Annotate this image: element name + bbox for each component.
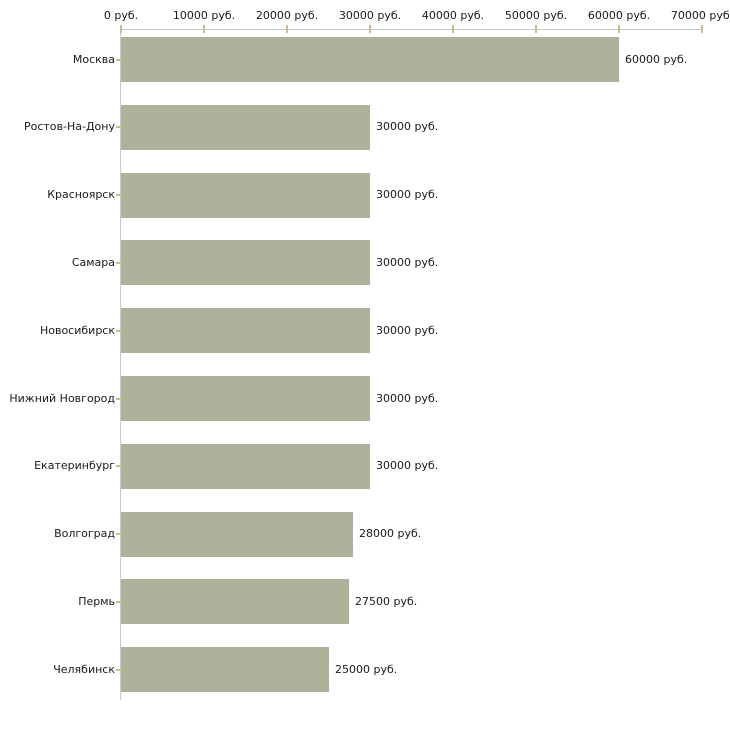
bar — [121, 647, 329, 693]
x-tick-label: 10000 руб. — [172, 9, 236, 22]
y-axis-line — [120, 29, 121, 700]
bar — [121, 579, 349, 625]
value-label: 25000 руб. — [335, 662, 398, 676]
bar — [121, 511, 353, 557]
value-label: 30000 руб. — [376, 459, 439, 473]
bar — [121, 376, 370, 421]
x-tick-label: 20000 руб. — [255, 9, 319, 22]
bar — [121, 308, 370, 354]
category-label: Нижний Новгород — [9, 391, 115, 405]
x-tick-mark — [452, 25, 454, 33]
y-tick-mark — [116, 194, 121, 197]
x-tick-mark — [369, 25, 371, 33]
value-label: 30000 руб. — [376, 391, 439, 405]
y-tick-mark — [116, 668, 121, 671]
x-tick-mark — [120, 25, 122, 33]
value-label: 30000 руб. — [376, 323, 439, 337]
value-label: 30000 руб. — [376, 255, 439, 269]
x-tick-mark — [203, 25, 205, 33]
bar — [121, 104, 370, 150]
y-tick-mark — [116, 58, 121, 61]
x-axis-line — [120, 29, 703, 30]
value-label: 30000 руб. — [376, 188, 439, 202]
x-tick-label: 60000 руб. — [587, 9, 651, 22]
x-tick-mark — [618, 25, 620, 33]
category-label: Новосибирск — [39, 323, 115, 337]
value-label: 30000 руб. — [376, 120, 439, 134]
bar — [121, 443, 370, 489]
y-tick-mark — [116, 261, 121, 264]
category-label: Москва — [72, 52, 115, 66]
y-tick-mark — [116, 397, 121, 400]
value-label: 27500 руб. — [355, 594, 418, 608]
x-tick-label: 30000 руб. — [338, 9, 402, 22]
y-tick-mark — [116, 329, 121, 332]
x-tick-mark — [701, 25, 703, 33]
x-tick-mark — [535, 25, 537, 33]
bar — [121, 240, 370, 286]
bar — [121, 172, 370, 218]
y-tick-mark — [116, 465, 121, 468]
bar — [121, 37, 619, 82]
category-label: Екатеринбург — [34, 459, 115, 473]
category-label: Волгоград — [54, 527, 115, 541]
value-label: 28000 руб. — [359, 527, 422, 541]
value-label: 60000 руб. — [625, 52, 688, 66]
category-label: Ростов-На-Дону — [23, 120, 115, 134]
y-tick-mark — [116, 126, 121, 129]
y-tick-mark — [116, 600, 121, 603]
y-tick-mark — [116, 533, 121, 536]
x-tick-label: 40000 руб. — [421, 9, 485, 22]
x-tick-mark — [286, 25, 288, 33]
x-tick-label: 70000 руб. — [670, 9, 730, 22]
x-tick-label: 0 руб. — [103, 9, 139, 22]
category-label: Челябинск — [53, 662, 115, 676]
category-label: Самара — [71, 255, 115, 269]
category-label: Пермь — [78, 594, 115, 608]
x-tick-label: 50000 руб. — [504, 9, 568, 22]
category-label: Красноярск — [47, 188, 115, 202]
